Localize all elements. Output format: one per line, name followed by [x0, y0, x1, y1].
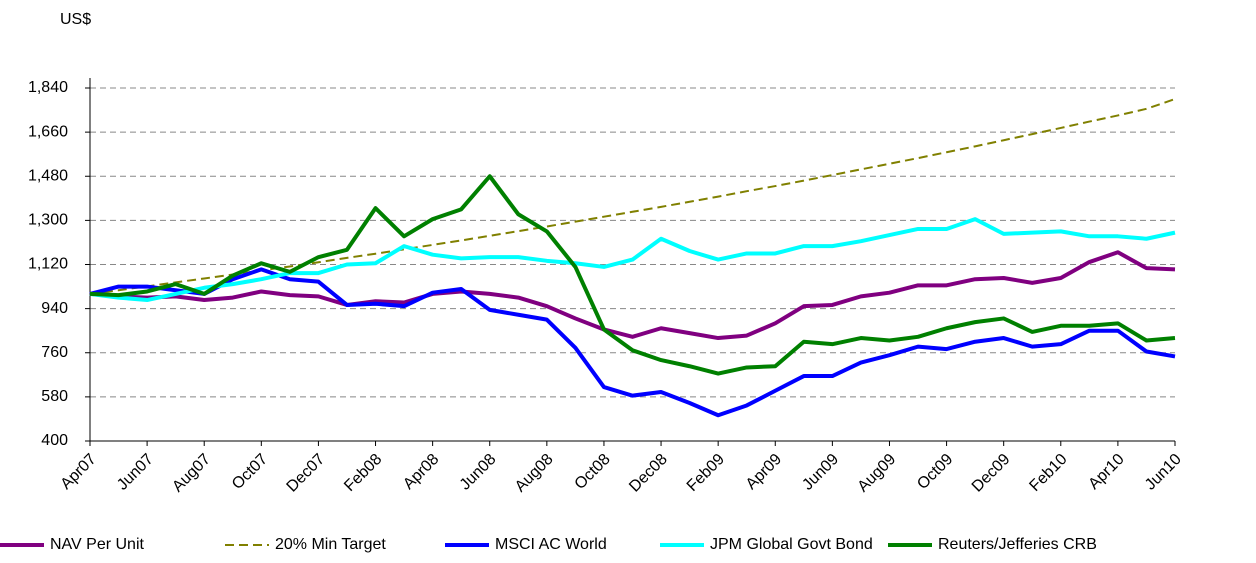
series-line — [89, 250, 1176, 341]
x-tick-label: Oct08 — [572, 451, 614, 493]
x-tick-label: Apr09 — [743, 451, 785, 493]
legend-label: 20% Min Target — [275, 536, 386, 553]
x-tick-label: Apr10 — [1085, 451, 1127, 493]
x-tick-label: Jun09 — [799, 451, 842, 494]
x-tick-label: Apr07 — [58, 451, 100, 493]
x-tick-label: Dec07 — [284, 451, 329, 496]
y-tick-label: 1,840 — [28, 79, 68, 96]
x-tick-label: Oct09 — [914, 451, 956, 493]
y-tick-label: 1,660 — [28, 123, 68, 140]
legend-label: NAV Per Unit — [50, 536, 145, 553]
x-tick-label: Dec09 — [969, 451, 1014, 496]
y-tick-label: 1,300 — [28, 212, 68, 229]
x-tick-label: Dec08 — [626, 451, 671, 496]
y-tick-label: 760 — [41, 344, 68, 361]
series-line — [89, 98, 1176, 295]
x-tick-label: Jun07 — [114, 451, 157, 494]
x-tick-label: Aug08 — [512, 451, 557, 496]
y-tick-label: 1,120 — [28, 256, 68, 273]
legend-label: MSCI AC World — [495, 536, 607, 553]
series-line — [89, 174, 1176, 376]
x-tick-label: Feb09 — [684, 451, 728, 495]
y-tick-label: 1,480 — [28, 167, 68, 184]
legend-label: Reuters/Jefferies CRB — [938, 536, 1097, 553]
y-axis-label: US$ — [60, 11, 91, 28]
x-tick-label: Apr08 — [400, 451, 442, 493]
y-tick-label: 940 — [41, 300, 68, 317]
legend-label: JPM Global Govt Bond — [710, 536, 873, 553]
x-tick-label: Feb08 — [341, 451, 385, 495]
series-line — [89, 267, 1176, 418]
y-tick-label: 400 — [41, 432, 68, 449]
y-tick-label: 580 — [41, 388, 68, 405]
x-tick-label: Aug09 — [855, 451, 900, 496]
x-tick-label: Feb10 — [1026, 451, 1070, 495]
x-tick-label: Aug07 — [169, 451, 214, 496]
series-line — [89, 217, 1176, 303]
x-tick-label: Oct07 — [229, 451, 271, 493]
x-tick-label: Jun10 — [1142, 451, 1185, 494]
x-tick-label: Jun08 — [457, 451, 500, 494]
